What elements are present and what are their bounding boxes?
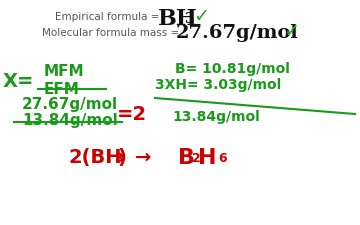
Text: EFM: EFM	[44, 82, 80, 97]
Text: 27.67g/mol: 27.67g/mol	[22, 97, 118, 112]
Text: ✓: ✓	[193, 7, 210, 26]
Text: 13.84g/mol: 13.84g/mol	[172, 110, 260, 124]
Text: MFM: MFM	[44, 64, 85, 79]
Text: ): )	[117, 148, 126, 167]
Text: 13.84g/mol: 13.84g/mol	[22, 113, 118, 128]
Text: B: B	[178, 148, 195, 168]
Text: 3: 3	[184, 12, 194, 26]
Text: Molecular formula mass =: Molecular formula mass =	[42, 28, 183, 38]
Text: →: →	[135, 148, 151, 167]
Text: ✓: ✓	[283, 22, 300, 41]
Text: 6: 6	[218, 152, 227, 165]
Text: Empirical formula =: Empirical formula =	[55, 12, 163, 22]
Text: 2(BH: 2(BH	[68, 148, 122, 167]
Text: X=: X=	[3, 72, 35, 91]
Text: 3: 3	[114, 152, 123, 165]
Text: B= 10.81g/mol: B= 10.81g/mol	[175, 62, 290, 76]
Text: =2: =2	[117, 105, 147, 124]
Text: BH: BH	[158, 8, 198, 30]
Text: 2: 2	[192, 152, 201, 165]
Text: 27.67g/mol: 27.67g/mol	[176, 24, 299, 42]
Text: 3XH= 3.03g/mol: 3XH= 3.03g/mol	[155, 78, 281, 92]
Text: H: H	[198, 148, 216, 168]
